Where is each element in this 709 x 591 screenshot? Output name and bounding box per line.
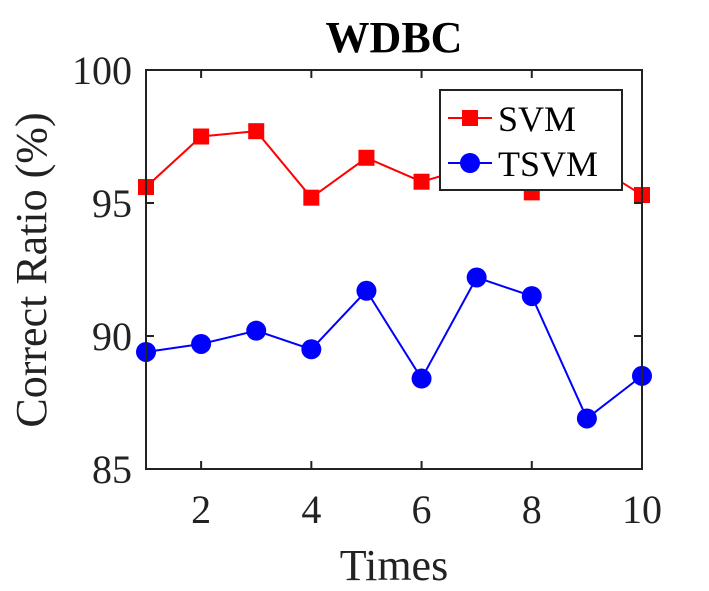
data-point-svm (358, 149, 375, 166)
axes-frame (145, 69, 643, 470)
x-tick-label: 10 (622, 487, 662, 532)
legend-tsvm-label: TSVM (498, 144, 598, 184)
y-tick-label: 85 (92, 447, 132, 492)
data-point-tsvm (356, 280, 377, 301)
y-tick-label: 95 (92, 181, 132, 226)
x-tick-label: 4 (301, 487, 321, 532)
axis-ticks: 2 4 6 8 10 85 90 95 100 (72, 48, 662, 532)
series-line-tsvm (145, 276, 643, 421)
data-point-tsvm (466, 267, 487, 288)
y-axis-label: Correct Ratio (%) (7, 112, 56, 427)
data-point-tsvm (246, 320, 267, 341)
data-point-svm (193, 128, 210, 145)
data-point-tsvm (576, 408, 597, 429)
data-point-svm (413, 173, 430, 190)
x-tick-label: 8 (522, 487, 542, 532)
x-axis-label: Times (340, 541, 448, 590)
legend-tsvm-marker (460, 153, 480, 173)
data-point-svm (248, 123, 265, 140)
data-point-tsvm (191, 333, 212, 354)
data-point-tsvm (301, 339, 322, 360)
legend: SVM TSVM (439, 89, 623, 191)
x-tick-label: 6 (412, 487, 432, 532)
plot-area (136, 123, 652, 429)
y-tick-label: 100 (72, 48, 132, 93)
legend-svm-label: SVM (498, 99, 576, 139)
legend-svm-marker (462, 110, 478, 126)
data-point-tsvm (411, 368, 432, 389)
y-tick-label: 90 (92, 314, 132, 359)
legend-box (439, 89, 623, 191)
chart-title: WDBC (326, 13, 463, 62)
data-point-tsvm (521, 286, 542, 307)
x-tick-label: 2 (191, 487, 211, 532)
data-point-svm (303, 189, 320, 206)
